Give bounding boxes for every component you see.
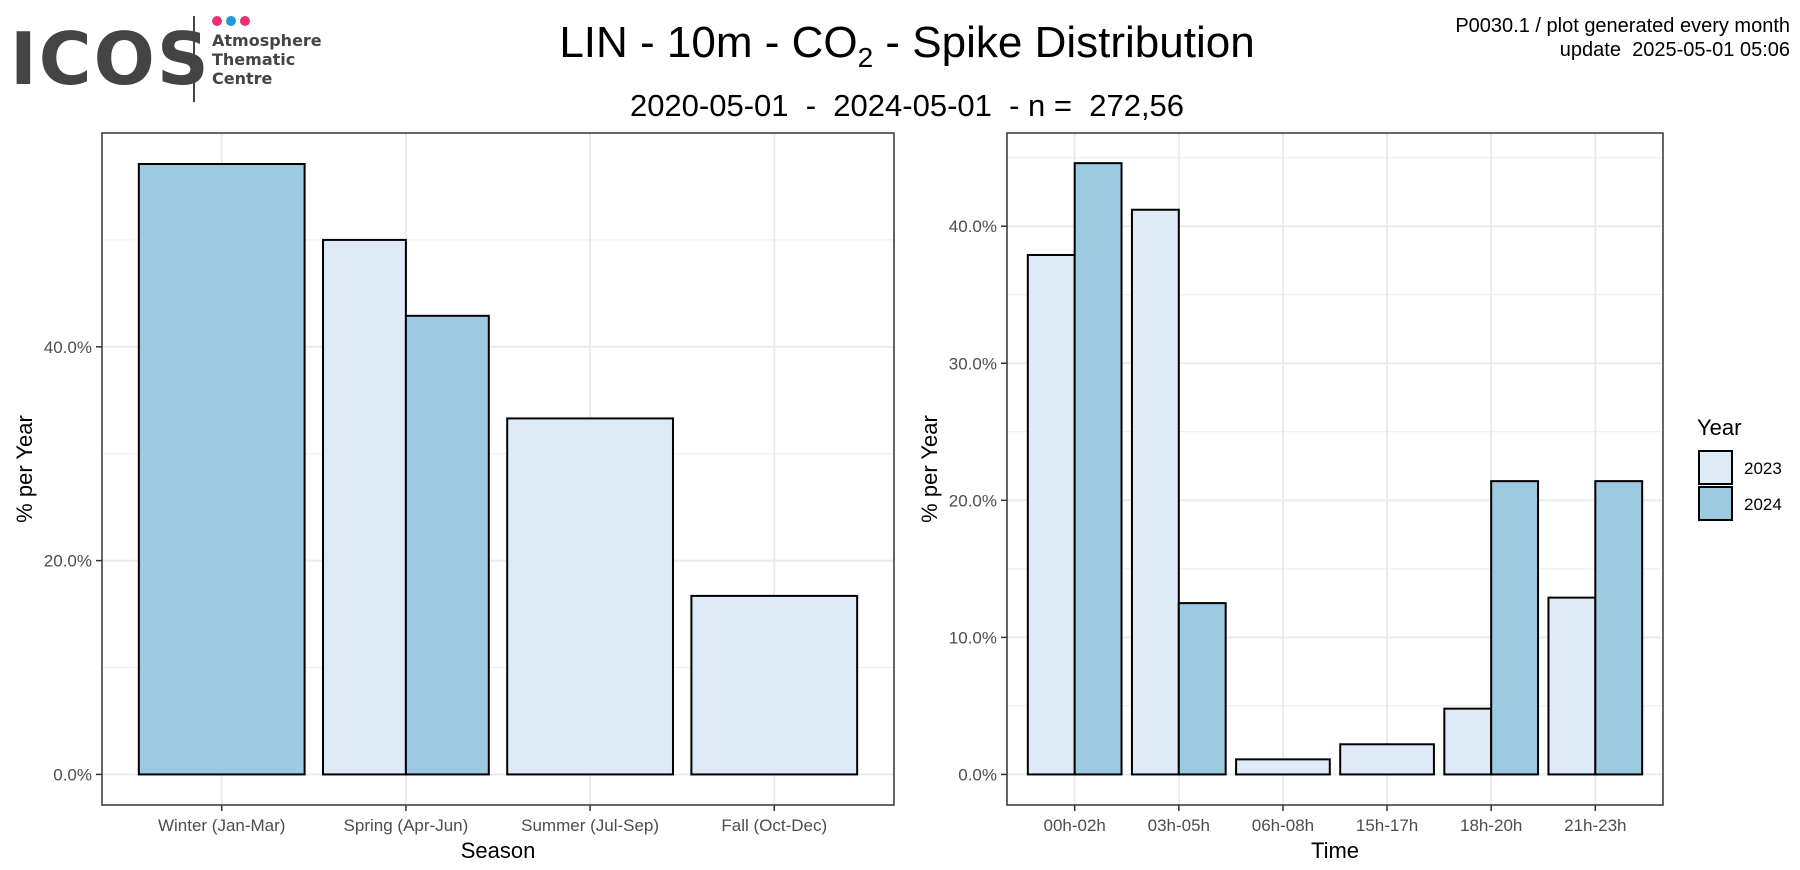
y-tick-label: 0.0% [53, 765, 92, 784]
logo-wordmark: ICOS [10, 17, 211, 101]
x-tick-label: Fall (Oct-Dec) [721, 816, 827, 835]
y-tick-label: 0.0% [958, 765, 997, 784]
logo-line-1: Atmosphere [212, 31, 322, 50]
chart-title: LIN - 10m - CO2 - Spike Distribution [0, 18, 1800, 74]
x-axis-title: Season [461, 838, 536, 863]
y-tick-label: 30.0% [949, 354, 997, 373]
x-tick-label: Winter (Jan-Mar) [158, 816, 286, 835]
x-tick-label: 03h-05h [1148, 816, 1210, 835]
plot-meta: P0030.1 / plot generated every month upda… [1455, 14, 1790, 62]
panel-border [1006, 132, 1664, 806]
logo-dot-2 [226, 16, 236, 26]
x-tick-label: 18h-20h [1460, 816, 1522, 835]
bar-2023 [1339, 743, 1435, 776]
panel-border [101, 132, 895, 806]
season-panel: 0.0% 20.0% 40.0% Winter (Jan-Mar) Spring (Ap… [12, 132, 895, 863]
y-tick-label: 40.0% [949, 217, 997, 236]
bar-2023 [322, 238, 407, 776]
bar-2024 [1490, 480, 1540, 776]
chart-subtitle: 2020-05-01 - 2024-05-01 - n = 272,56 [629, 88, 1185, 123]
legend-label-2024: 2024 [1744, 495, 1782, 514]
y-tick-label: 40.0% [44, 338, 92, 357]
title-prefix: LIN - 10m - CO [559, 18, 858, 67]
y-axis-title: % per Year [12, 415, 37, 523]
meta-line-2: update 2025-05-01 05:06 [1559, 39, 1790, 61]
legend-swatch-2023 [1698, 450, 1733, 485]
logo-dot-1 [212, 16, 222, 26]
bar-2024 [137, 163, 306, 776]
x-tick-label: 15h-17h [1356, 816, 1418, 835]
y-tick-label: 20.0% [949, 491, 997, 510]
icos-logo: ICOS Atmosphere Thematic Centre [10, 16, 322, 102]
bar-2024 [1594, 480, 1644, 776]
logo-dot-3 [240, 16, 250, 26]
bar-2024 [1073, 162, 1123, 776]
bar-2023 [1130, 208, 1180, 776]
logo-line-2: Thematic [212, 50, 295, 69]
y-axis-title: % per Year [917, 415, 942, 523]
bar-2023 [1026, 253, 1076, 776]
bar-2024 [1177, 602, 1227, 776]
bar-2023 [1443, 707, 1493, 776]
x-tick-label: 06h-08h [1252, 816, 1314, 835]
legend-title: Year [1697, 415, 1741, 440]
x-tick-label: 21h-23h [1564, 816, 1626, 835]
bar-2023 [1235, 758, 1331, 776]
bar-2024 [404, 314, 490, 776]
title-subscript: 2 [857, 41, 874, 73]
meta-line-1: P0030.1 / plot generated every month [1455, 15, 1790, 37]
x-tick-label: Summer (Jul-Sep) [521, 816, 659, 835]
bar-2023 [690, 594, 859, 776]
x-tick-label: 00h-02h [1043, 816, 1105, 835]
y-tick-label: 10.0% [949, 628, 997, 647]
legend-label-2023: 2023 [1744, 459, 1782, 478]
legend-swatch-2024 [1698, 486, 1733, 521]
title-suffix: - Spike Distribution [873, 18, 1255, 67]
bar-2023 [506, 417, 674, 776]
bar-2023 [1547, 596, 1597, 776]
x-axis-title: Time [1311, 838, 1359, 863]
logo-line-3: Centre [212, 69, 273, 88]
time-panel: 0.0% 10.0% 20.0% 30.0% 40.0% 00h-02h 03h-05h 06… [917, 132, 1664, 863]
x-tick-label: Spring (Apr-Jun) [344, 816, 469, 835]
y-tick-label: 20.0% [44, 552, 92, 571]
